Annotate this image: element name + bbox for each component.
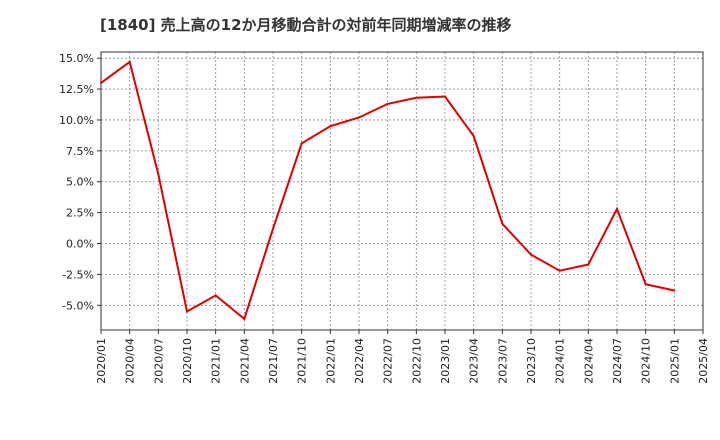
data-point <box>300 142 303 145</box>
data-point <box>157 173 160 176</box>
x-tick-label: 2025/04 <box>697 338 710 384</box>
y-tick-label: 7.5% <box>66 145 94 158</box>
y-axis-ticks: 15.0% 12.5% 10.0% 7.5% 5.0% 2.5% 0.0% -2.5% -5.0… <box>59 52 101 312</box>
y-tick-label: 10.0% <box>59 114 94 127</box>
plot-frame <box>100 51 704 331</box>
data-point <box>673 289 676 292</box>
data-point <box>472 135 475 138</box>
x-tick-label: 2021/10 <box>296 338 309 384</box>
data-point <box>128 60 131 63</box>
x-tick-label: 2021/01 <box>210 338 223 384</box>
x-tick-label: 2022/10 <box>410 338 423 384</box>
data-point <box>501 222 504 225</box>
data-point <box>329 125 332 128</box>
x-tick-label: 2025/01 <box>668 338 681 384</box>
x-tick-label: 2024/10 <box>640 338 653 384</box>
chart-title: [1840] 売上高の12か月移動合計の対前年同期増減率の推移 <box>100 16 512 34</box>
data-point <box>386 102 389 105</box>
y-tick-label: 15.0% <box>59 52 94 65</box>
data-point <box>415 96 418 99</box>
x-tick-label: 2023/07 <box>496 338 509 384</box>
x-tick-label: 2022/07 <box>382 338 395 384</box>
x-tick-label: 2020/04 <box>124 338 137 384</box>
x-tick-label: 2024/01 <box>554 338 567 384</box>
data-point <box>644 283 647 286</box>
data-point <box>358 116 360 119</box>
x-tick-label: 2022/01 <box>324 338 337 384</box>
y-tick-label: -2.5% <box>62 268 94 281</box>
y-tick-label: 12.5% <box>59 83 94 96</box>
x-axis-ticks: 2020/01 2020/04 2020/07 2020/10 2021/01 2021/… <box>95 330 710 384</box>
data-point <box>186 310 188 313</box>
x-tick-label: 2022/04 <box>353 338 366 384</box>
data-point <box>616 207 618 210</box>
x-tick-label: 2020/10 <box>181 338 194 384</box>
data-point <box>214 294 217 297</box>
grid-lines <box>101 52 703 330</box>
x-tick-label: 2023/01 <box>439 338 452 384</box>
y-tick-label: 0.0% <box>66 238 94 251</box>
data-point <box>587 263 590 266</box>
y-tick-label: 5.0% <box>66 176 94 189</box>
data-point <box>243 317 246 320</box>
x-tick-label: 2020/01 <box>95 338 108 384</box>
x-tick-label: 2021/04 <box>238 338 251 384</box>
x-tick-label: 2021/07 <box>267 338 280 384</box>
x-tick-label: 2020/07 <box>152 338 165 384</box>
y-tick-label: -5.0% <box>62 299 94 312</box>
data-point <box>444 95 446 98</box>
x-tick-label: 2023/04 <box>468 338 481 384</box>
data-point <box>272 227 274 230</box>
y-tick-label: 2.5% <box>66 207 94 220</box>
data-point <box>558 269 561 272</box>
x-tick-label: 2023/10 <box>525 338 538 384</box>
data-point <box>530 253 532 256</box>
series-layer <box>100 60 676 321</box>
x-tick-label: 2024/04 <box>582 338 595 384</box>
x-tick-label: 2024/07 <box>611 338 624 384</box>
